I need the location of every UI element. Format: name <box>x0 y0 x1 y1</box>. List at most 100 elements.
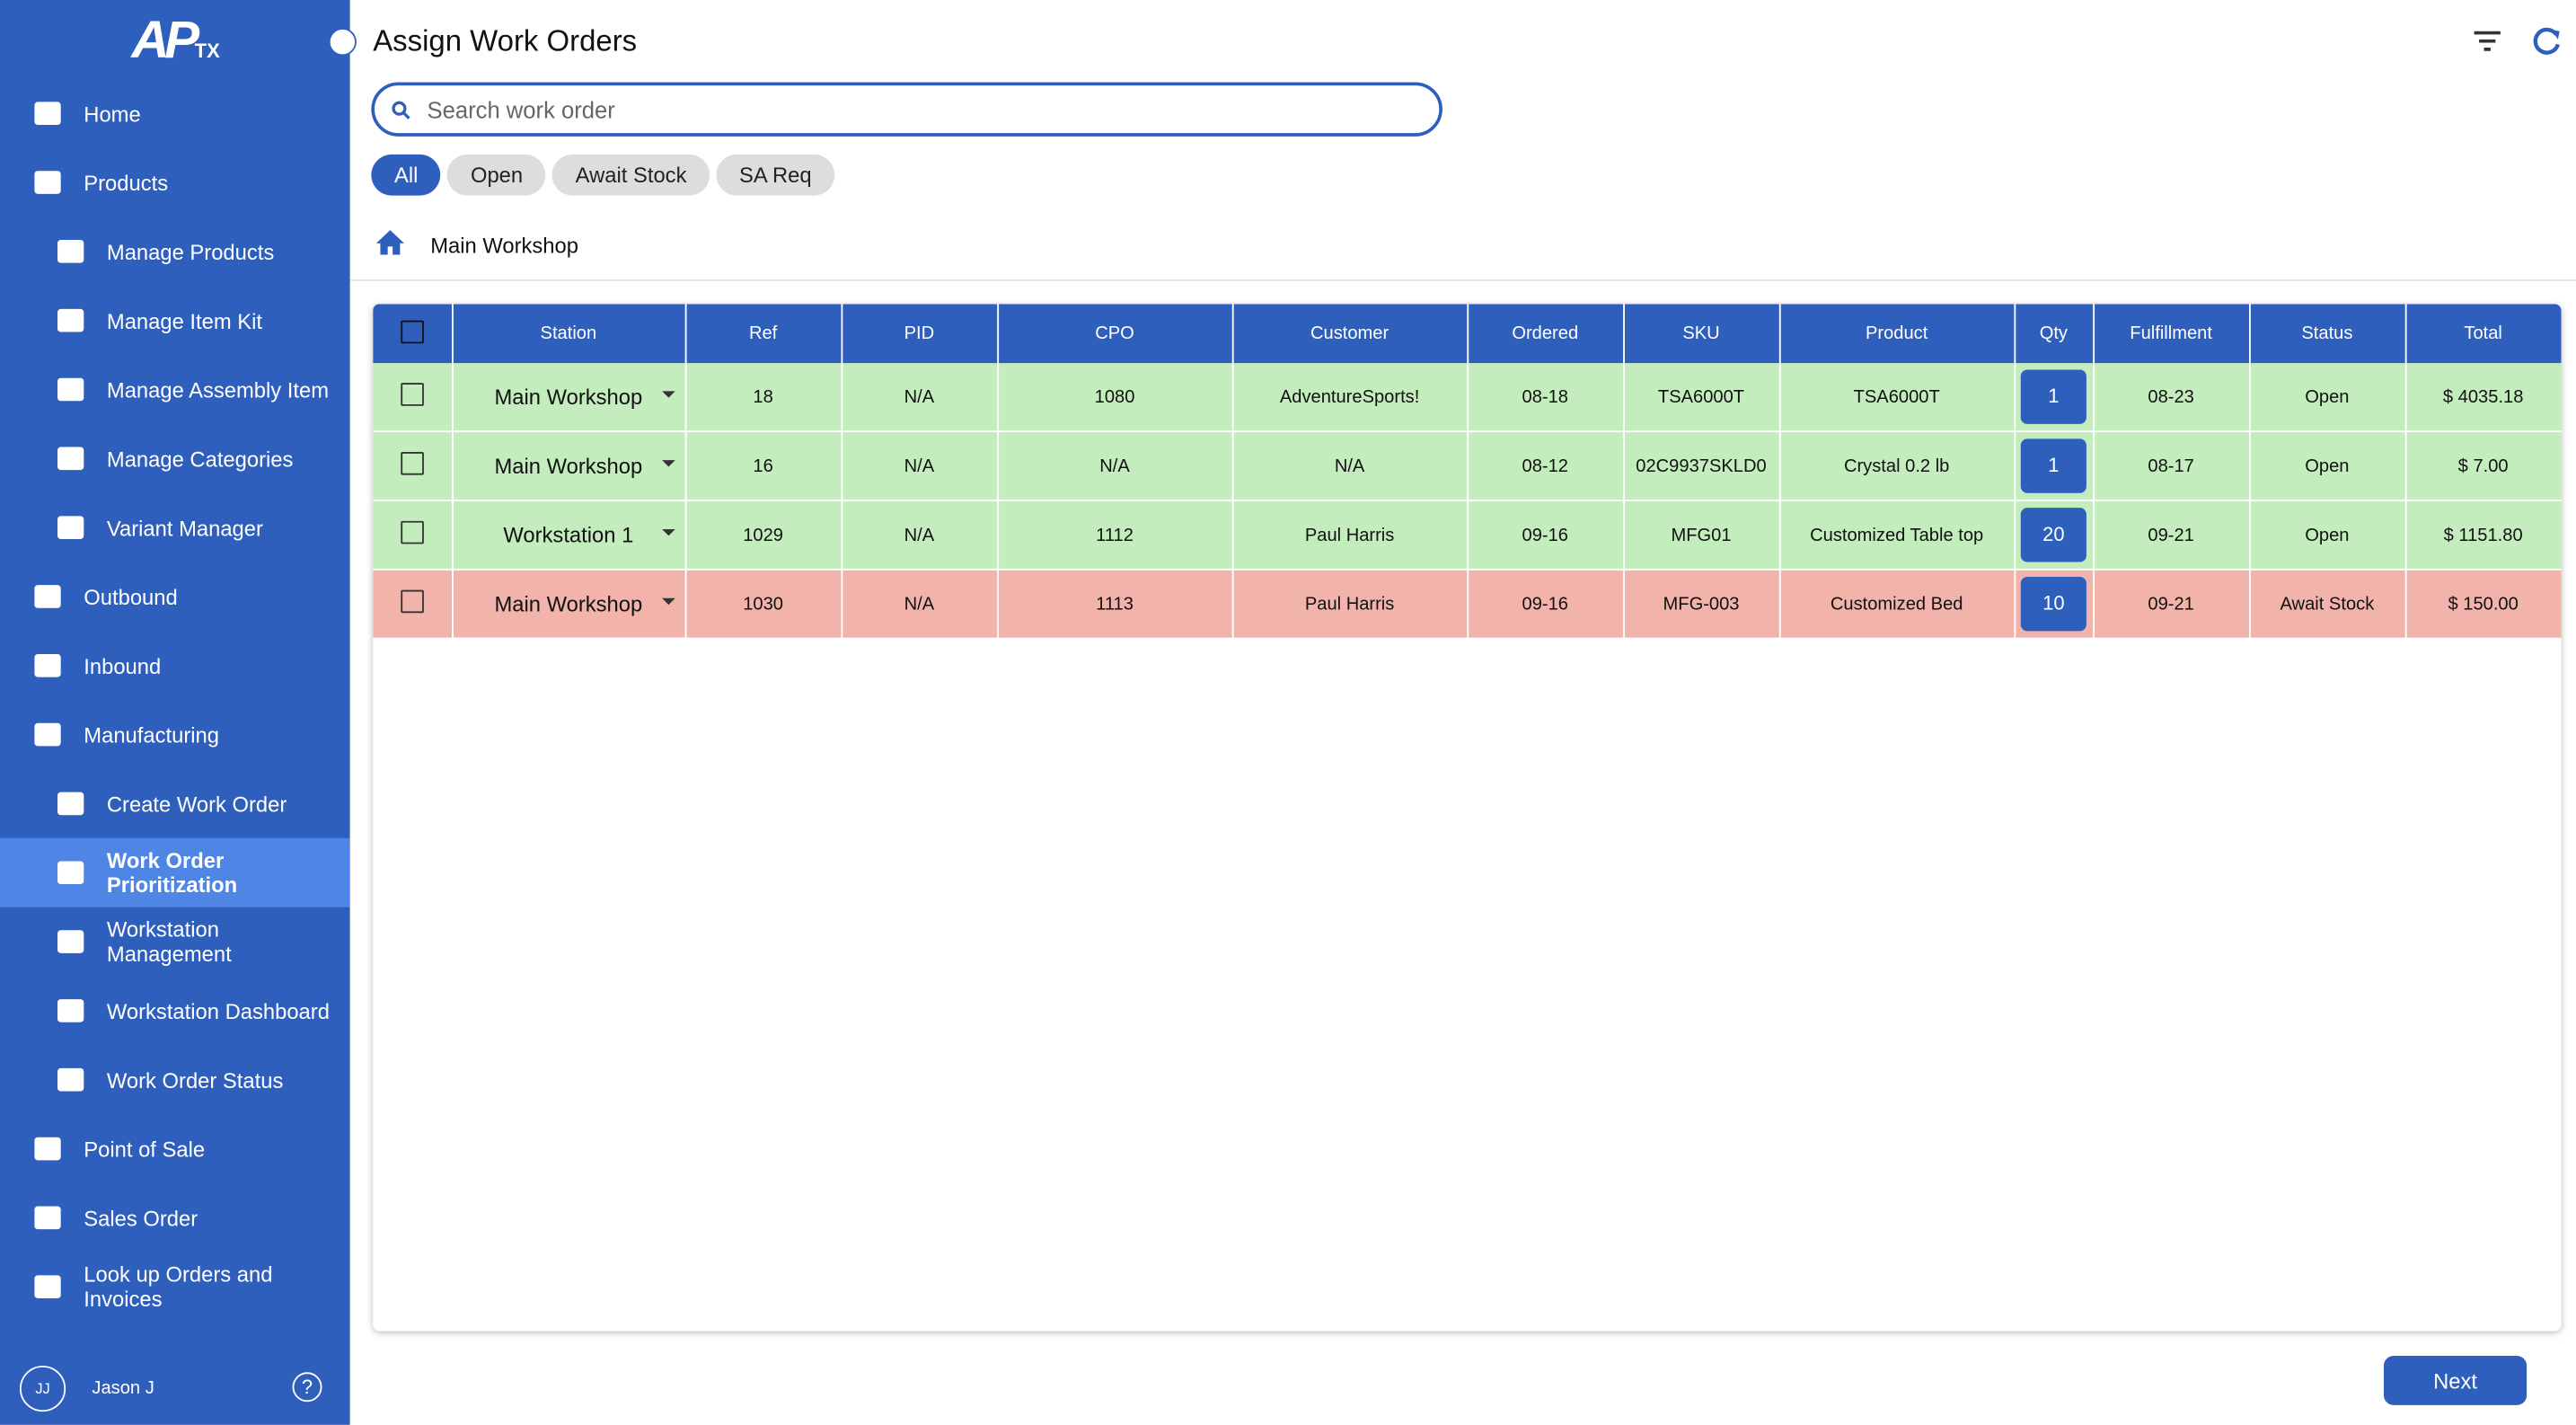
nav-item[interactable]: Products <box>0 148 350 217</box>
station-select[interactable]: Workstation 1 <box>451 500 686 571</box>
nav-item[interactable]: Workstation Dashboard <box>0 976 350 1045</box>
cell: 08-18 <box>1467 363 1625 433</box>
next-button[interactable]: Next <box>2383 1355 2527 1405</box>
cell: N/A <box>841 569 999 640</box>
column-header: PID <box>841 304 999 364</box>
filter-chip[interactable]: Open <box>447 154 546 196</box>
nav-item[interactable]: Variant Manager <box>0 493 350 562</box>
breadcrumb[interactable]: Main Workshop <box>430 233 578 259</box>
checkbox[interactable] <box>400 319 424 343</box>
nav-item[interactable]: Manage Item Kit <box>0 286 350 355</box>
nav-item[interactable]: Point of Sale <box>0 1114 350 1183</box>
page-title: Assign Work Orders <box>373 24 638 58</box>
cell: N/A <box>841 500 999 571</box>
nav-item[interactable]: Create Work Order <box>0 769 350 838</box>
cell: Open <box>2249 500 2406 571</box>
column-header: Total <box>2404 304 2562 364</box>
nav-icon <box>57 377 84 402</box>
qty-badge[interactable]: 10 <box>2020 577 2086 632</box>
column-header: Qty <box>2014 304 2095 364</box>
nav-item[interactable]: Workstation Management <box>0 907 350 977</box>
cell: N/A <box>1231 431 1469 501</box>
nav-item[interactable]: Outbound <box>0 562 350 632</box>
nav-icon <box>57 861 84 885</box>
nav-icon <box>57 240 84 263</box>
nav-label: Home <box>84 101 141 126</box>
qty-badge[interactable]: 1 <box>2020 369 2086 424</box>
column-header: CPO <box>997 304 1233 364</box>
cell: $ 4035.18 <box>2404 363 2562 433</box>
qty-badge[interactable]: 20 <box>2020 508 2086 562</box>
column-header: Fulfillment <box>2093 304 2250 364</box>
cell: 1029 <box>684 500 842 571</box>
select-cell <box>373 431 453 501</box>
logo-sub: TX <box>194 39 220 63</box>
column-header: Customer <box>1231 304 1469 364</box>
nav-icon <box>57 999 84 1022</box>
filter-chip[interactable]: Await Stock <box>552 154 710 196</box>
nav-icon <box>34 1206 61 1230</box>
cell: MFG-003 <box>1623 569 1780 640</box>
nav-label: Inbound <box>84 653 162 678</box>
column-header: Status <box>2249 304 2406 364</box>
refresh-icon[interactable] <box>2532 26 2563 58</box>
nav-item[interactable]: Manage Categories <box>0 424 350 493</box>
nav-label: Sales Order <box>84 1205 198 1231</box>
sidebar: APTX JJ Jason J ? Home Products Manage Prod… <box>0 0 350 1425</box>
qty-cell: 1 <box>2014 431 2095 501</box>
station-select[interactable]: Main Workshop <box>451 431 686 501</box>
cell: $ 7.00 <box>2404 431 2562 501</box>
column-header: Ref <box>684 304 842 364</box>
nav-item[interactable]: Manage Products <box>0 217 350 286</box>
column-header: Ordered <box>1467 304 1625 364</box>
checkbox[interactable] <box>400 383 424 406</box>
nav-item[interactable]: Sales Order <box>0 1183 350 1252</box>
nav-icon <box>34 653 61 677</box>
nav-label: Workstation Management <box>106 916 232 967</box>
checkbox[interactable] <box>400 589 424 614</box>
cell: 1030 <box>684 569 842 640</box>
nav-item[interactable]: Inbound <box>0 631 350 700</box>
nav-icon <box>34 102 61 126</box>
nav-item[interactable]: Work Order Prioritization <box>0 837 350 907</box>
cell: 16 <box>684 431 842 501</box>
home-icon[interactable] <box>375 228 406 256</box>
filter-chip[interactable]: All <box>371 154 442 196</box>
nav-item[interactable]: Manufacturing <box>0 700 350 769</box>
qty-cell: 1 <box>2014 363 2095 433</box>
cell: Paul Harris <box>1231 500 1469 571</box>
column-header: Product <box>1778 304 2016 364</box>
nav-item[interactable]: Work Order Status <box>0 1045 350 1114</box>
column-header: Station <box>451 304 686 364</box>
cell: $ 1151.80 <box>2404 500 2562 571</box>
help-icon[interactable]: ? <box>292 1372 322 1403</box>
filter-icon[interactable] <box>2473 30 2502 53</box>
cell: 18 <box>684 363 842 433</box>
checkbox[interactable] <box>400 451 424 475</box>
select-cell <box>373 500 453 571</box>
nav-icon <box>57 308 84 332</box>
cell: 1113 <box>997 569 1233 640</box>
cell: Await Stock <box>2249 569 2406 640</box>
station-select[interactable]: Main Workshop <box>451 569 686 640</box>
station-select[interactable]: Main Workshop <box>451 363 686 433</box>
nav-item[interactable]: Look up Orders and Invoices <box>0 1252 350 1322</box>
search-box[interactable]: Search work order <box>371 82 1442 137</box>
qty-badge[interactable]: 1 <box>2020 438 2086 493</box>
filter-chip[interactable]: SA Req <box>716 154 835 196</box>
cell: N/A <box>841 363 999 433</box>
nav-item[interactable]: Home <box>0 79 350 148</box>
user[interactable]: JJ Jason J <box>19 1365 154 1412</box>
search-placeholder: Search work order <box>427 96 615 123</box>
nav-label: Manufacturing <box>84 721 219 748</box>
cell: 09-21 <box>2093 500 2250 571</box>
nav-icon <box>57 930 84 953</box>
checkbox[interactable] <box>400 520 424 544</box>
nav-label: Create Work Order <box>106 791 287 817</box>
divider <box>349 279 2576 281</box>
nav-item[interactable]: Manage Assembly Item <box>0 355 350 424</box>
qty-cell: 20 <box>2014 500 2095 571</box>
nav-label: Work Order Status <box>106 1067 284 1093</box>
nav-icon <box>34 1275 61 1298</box>
collapse-toggle[interactable] <box>328 28 357 57</box>
